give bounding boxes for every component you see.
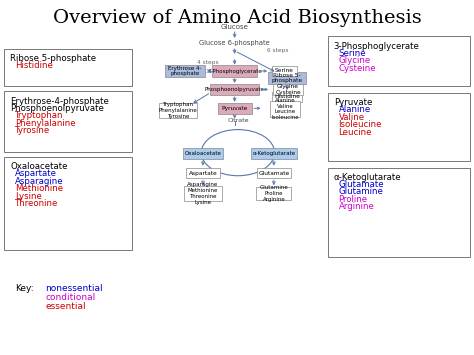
Text: Glycine: Glycine <box>338 56 371 65</box>
Text: Glucose: Glucose <box>221 24 248 30</box>
Text: Arginine: Arginine <box>338 202 374 211</box>
Text: Pyruvate: Pyruvate <box>221 106 248 111</box>
Text: Valine: Valine <box>338 113 365 122</box>
FancyBboxPatch shape <box>4 157 132 250</box>
FancyBboxPatch shape <box>257 168 291 178</box>
Text: Erythrose 4-
phosphate: Erythrose 4- phosphate <box>168 66 202 76</box>
Text: Isoleucine: Isoleucine <box>338 120 382 129</box>
Text: Histidine: Histidine <box>15 61 53 70</box>
Text: Threonine: Threonine <box>15 199 58 208</box>
Text: Phosphoenolpyruvate: Phosphoenolpyruvate <box>205 87 264 92</box>
FancyBboxPatch shape <box>273 84 303 95</box>
Text: Asparagine: Asparagine <box>15 177 64 186</box>
Text: Histidine: Histidine <box>274 94 300 99</box>
Text: 3-Phosphoglycerate: 3-Phosphoglycerate <box>334 42 420 50</box>
Text: Ribose 5-
phosphate: Ribose 5- phosphate <box>272 73 303 83</box>
Text: essential: essential <box>46 302 86 311</box>
Text: Glutamine
Proline
Arginine: Glutamine Proline Arginine <box>259 185 288 202</box>
Text: Cysteine: Cysteine <box>338 64 376 72</box>
Text: 3-Phosphoglycerate: 3-Phosphoglycerate <box>207 69 262 73</box>
FancyBboxPatch shape <box>165 65 205 77</box>
Text: nonessential: nonessential <box>46 284 103 293</box>
Text: Tyrosine: Tyrosine <box>15 126 50 135</box>
Text: Phosphoenolpyruvate: Phosphoenolpyruvate <box>10 104 104 113</box>
FancyBboxPatch shape <box>251 148 297 159</box>
Text: Ribose 5-phosphate: Ribose 5-phosphate <box>10 54 96 63</box>
FancyBboxPatch shape <box>270 101 301 117</box>
Text: Aspartate: Aspartate <box>189 171 218 176</box>
Text: Glutamate: Glutamate <box>258 171 290 176</box>
FancyBboxPatch shape <box>184 186 222 201</box>
Text: Tryptophan: Tryptophan <box>15 111 64 120</box>
Text: Erythrose-4-phosphate: Erythrose-4-phosphate <box>10 97 109 105</box>
FancyBboxPatch shape <box>328 36 470 86</box>
FancyBboxPatch shape <box>218 103 252 114</box>
Text: Serine: Serine <box>275 69 294 73</box>
FancyBboxPatch shape <box>268 72 307 84</box>
FancyBboxPatch shape <box>210 84 259 95</box>
Text: Aspartate: Aspartate <box>15 169 57 178</box>
Text: Lysine: Lysine <box>15 192 42 201</box>
FancyBboxPatch shape <box>328 93 470 161</box>
FancyBboxPatch shape <box>272 66 297 76</box>
Text: Serine: Serine <box>338 49 366 58</box>
FancyBboxPatch shape <box>186 168 220 178</box>
Text: conditional: conditional <box>46 293 96 302</box>
Text: 4 steps: 4 steps <box>197 60 219 65</box>
Text: Glutamine: Glutamine <box>338 187 383 196</box>
Text: Oxaloacetate: Oxaloacetate <box>10 162 68 171</box>
FancyBboxPatch shape <box>212 65 257 77</box>
Text: Alanine
Valine
Leucine
Isoleucine: Alanine Valine Leucine Isoleucine <box>272 98 299 120</box>
Text: Alanine: Alanine <box>338 105 371 114</box>
Text: Pyruvate: Pyruvate <box>334 98 372 107</box>
Text: Proline: Proline <box>338 195 368 204</box>
Text: Methionine: Methionine <box>15 184 63 193</box>
Text: Oxaloacetate: Oxaloacetate <box>184 151 221 156</box>
FancyBboxPatch shape <box>159 103 197 118</box>
FancyBboxPatch shape <box>272 92 302 102</box>
Text: Leucine: Leucine <box>338 128 372 137</box>
Text: Glycine
Cysteine: Glycine Cysteine <box>275 84 301 95</box>
FancyBboxPatch shape <box>4 91 132 152</box>
Text: α-Ketoglutarate: α-Ketoglutarate <box>334 173 401 182</box>
Text: Asparagine
Methionine
Threonine
Lysine: Asparagine Methionine Threonine Lysine <box>187 182 219 205</box>
Text: Key:: Key: <box>15 284 34 293</box>
Text: Glucose 6-phosphate: Glucose 6-phosphate <box>199 40 270 46</box>
Text: 6 steps: 6 steps <box>267 48 289 53</box>
Text: Overview of Amino Acid Biosynthesis: Overview of Amino Acid Biosynthesis <box>53 9 421 27</box>
Text: Citrate: Citrate <box>228 118 249 123</box>
FancyBboxPatch shape <box>4 49 132 86</box>
FancyBboxPatch shape <box>256 186 292 200</box>
FancyBboxPatch shape <box>182 148 223 159</box>
Text: Glutamate: Glutamate <box>338 180 384 189</box>
FancyBboxPatch shape <box>328 168 470 257</box>
Text: Phenylalanine: Phenylalanine <box>15 119 75 128</box>
Text: Tryptophan
Phenylalanine
Tyrosine: Tryptophan Phenylalanine Tyrosine <box>158 103 197 119</box>
Text: α-Ketoglutarate: α-Ketoglutarate <box>252 151 295 156</box>
